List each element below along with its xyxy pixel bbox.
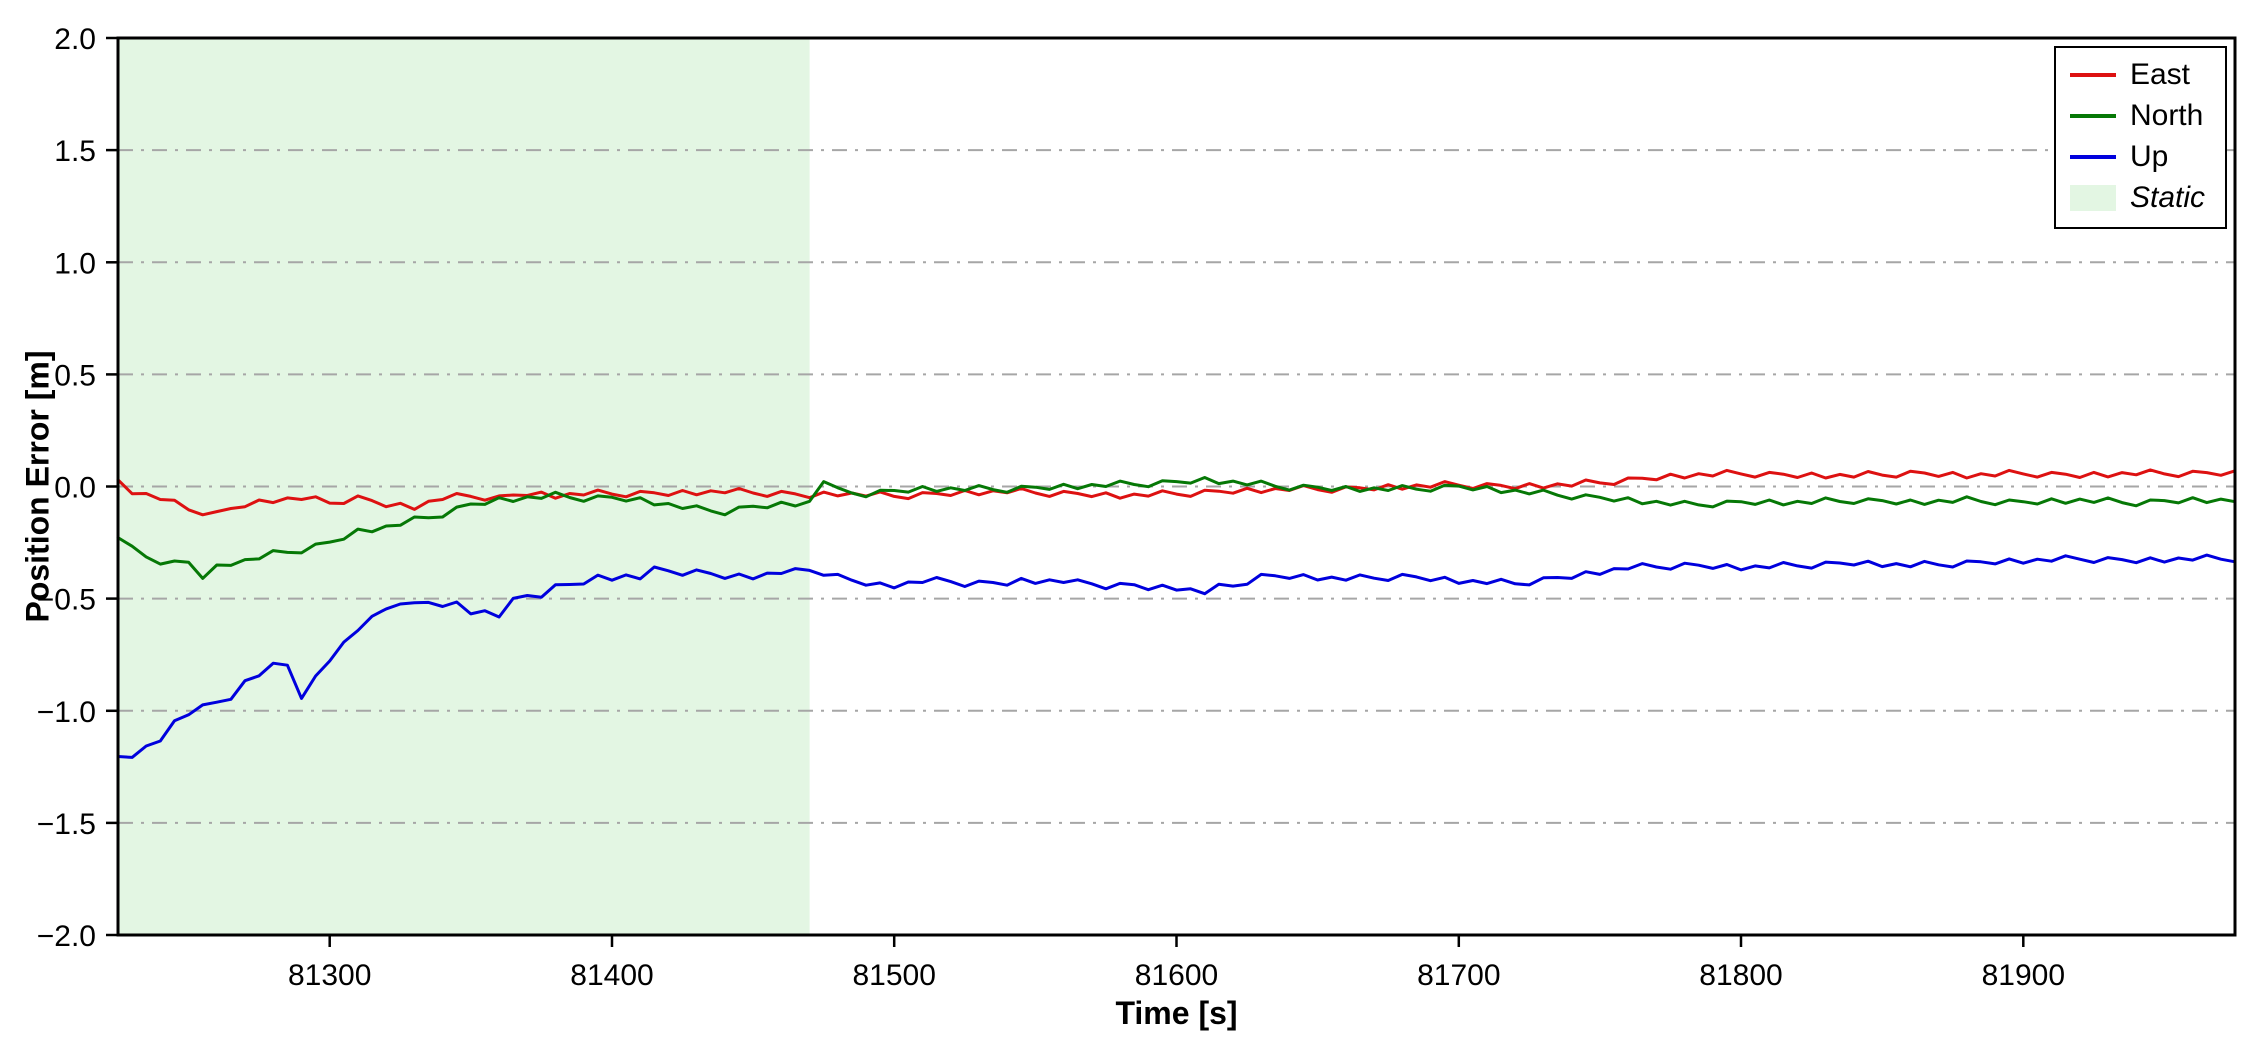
- series-line-up: [116, 553, 2237, 759]
- legend-item-up: Up: [2069, 140, 2205, 174]
- x-tick-label: 81300: [288, 959, 371, 992]
- x-tick-label: 81400: [570, 959, 653, 992]
- series-line-north: [116, 476, 2237, 580]
- legend: East North Up Static: [2053, 46, 2227, 229]
- legend-item-east: East: [2069, 58, 2205, 92]
- x-axis-label: Time [s]: [1115, 995, 1238, 1031]
- legend-line-east-icon: [2069, 73, 2116, 77]
- legend-line-up-icon: [2069, 155, 2116, 159]
- y-tick-label: 0.0: [54, 472, 96, 505]
- series-line-east: [116, 468, 2237, 517]
- legend-patch-static-icon: [2069, 185, 2116, 211]
- legend-label-static: Static: [2129, 181, 2205, 214]
- legend-line-north-icon: [2069, 114, 2116, 118]
- y-tick-label: −0.5: [37, 584, 96, 617]
- y-tick-label: 2.0: [54, 23, 96, 56]
- x-tick-label: 81500: [852, 959, 935, 992]
- y-tick-label: 0.5: [54, 359, 96, 392]
- y-tick-label: −1.0: [37, 696, 96, 729]
- legend-label-east: East: [2129, 58, 2190, 91]
- legend-label-up: Up: [2129, 140, 2169, 173]
- legend-item-north: North: [2069, 99, 2205, 133]
- x-tick-label: 81800: [1699, 959, 1782, 992]
- y-tick-label: −1.5: [37, 808, 96, 841]
- legend-label-north: North: [2129, 99, 2204, 132]
- legend-item-static: Static: [2069, 181, 2205, 215]
- y-tick-label: 1.5: [54, 135, 96, 168]
- x-tick-label: 81700: [1417, 959, 1500, 992]
- x-tick-label: 81600: [1135, 959, 1218, 992]
- y-tick-label: −2.0: [37, 920, 96, 953]
- x-tick-label: 81900: [1982, 959, 2065, 992]
- y-tick-label: 1.0: [54, 247, 96, 280]
- y-axis-label: Position Error [m]: [19, 350, 56, 623]
